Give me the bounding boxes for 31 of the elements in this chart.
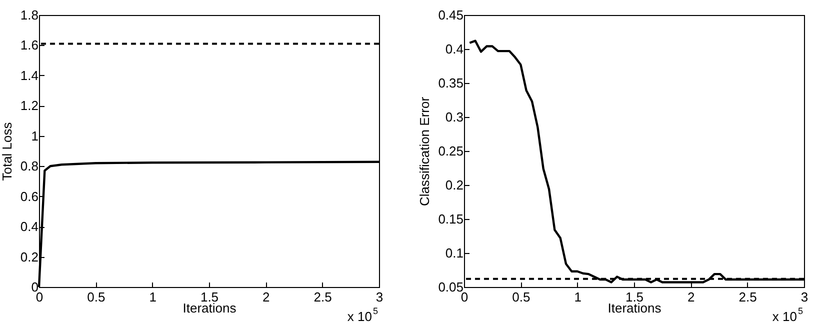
y-tick-label: 0.35 — [438, 76, 464, 90]
y-tick-label: 0.8 — [20, 158, 38, 174]
x-tick-label: 2 — [688, 290, 695, 304]
y-tick-label: 0.1 — [445, 246, 464, 260]
y-tick-label: 0.4 — [445, 42, 464, 56]
x-tick-label: 3 — [800, 290, 808, 304]
x-tick-label: 1 — [149, 290, 156, 304]
y-tick-label: 0.05 — [438, 280, 464, 294]
y-tick-label: 0.4 — [20, 219, 38, 234]
y-tick-label: 1.2 — [20, 98, 38, 114]
y-tick-label: 0.2 — [20, 249, 38, 264]
y-axis-title: Classification Error — [417, 96, 432, 206]
x-tick-label: 2.5 — [314, 290, 332, 304]
x-tick-label: 3 — [376, 290, 384, 304]
x-tick-label: 0.5 — [87, 290, 106, 304]
y-tick-label: 1.6 — [20, 38, 38, 53]
y-tick-label: 1.8 — [20, 8, 38, 22]
y-axis-title: Total Loss — [0, 122, 14, 181]
y-tick-label: 0.3 — [445, 110, 464, 124]
y-tick-label: 0.6 — [20, 188, 38, 204]
x-tick-label: 0.5 — [512, 290, 530, 304]
y-tick-label: 0.45 — [438, 8, 464, 22]
y-tick-label: 0.25 — [438, 144, 464, 158]
y-tick-label: 1 — [31, 128, 38, 144]
y-tick-label: 0 — [31, 280, 38, 294]
x-tick-label: 2 — [262, 290, 270, 304]
y-tick-label: 0.2 — [445, 178, 464, 192]
x-tick-label: 2.5 — [738, 290, 757, 304]
x-tick-label: 1 — [574, 290, 582, 304]
y-tick-label: 1.4 — [20, 68, 38, 83]
y-tick-label: 0.15 — [438, 212, 464, 226]
